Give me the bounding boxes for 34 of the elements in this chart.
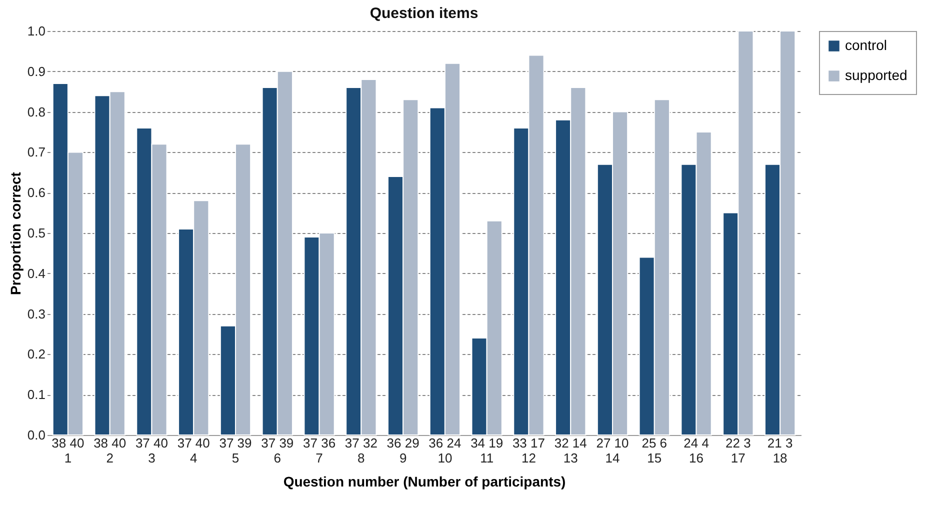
x-tick-label: 24 4 16 xyxy=(684,436,709,466)
y-tick-label: 0.7 xyxy=(27,144,46,160)
x-axis-title: Question number (Number of participants) xyxy=(283,474,566,490)
y-tick-label: 0.4 xyxy=(27,266,46,281)
legend-label: control xyxy=(845,37,888,53)
y-tick-label: 0.1 xyxy=(27,387,46,402)
legend-label: supported xyxy=(845,67,908,83)
x-tick-label: 32 14 13 xyxy=(554,436,587,466)
x-tick-label: 38 40 1 xyxy=(52,436,84,466)
y-tick-label: 0.5 xyxy=(27,226,46,240)
x-tick-label: 37 40 3 xyxy=(135,436,168,466)
x-tick-label: 37 39 6 xyxy=(261,436,294,466)
chart-title: Question items xyxy=(370,5,478,22)
x-tick-label: 21 3 18 xyxy=(767,436,793,466)
x-tick-label: 27 10 14 xyxy=(596,436,629,466)
x-tick-label: 37 36 7 xyxy=(303,436,336,466)
x-tick-label: 25 6 15 xyxy=(642,436,668,466)
y-tick-label: 1.0 xyxy=(27,24,46,38)
x-tick-label: 37 32 8 xyxy=(344,436,378,466)
x-tick-label: 37 39 5 xyxy=(219,436,252,466)
x-tick-label: 22 3 17 xyxy=(726,436,751,466)
y-tick-label: 0.6 xyxy=(27,185,46,200)
y-tick-label: 0.0 xyxy=(27,428,46,442)
y-tick-label: 0.9 xyxy=(27,64,46,79)
x-tick-label: 37 40 4 xyxy=(177,436,210,466)
x-tick-label: 36 29 9 xyxy=(386,436,420,466)
y-tick-label: 0.8 xyxy=(27,104,46,120)
x-tick-label: 34 19 11 xyxy=(470,436,504,466)
y-axis-title: Proportion correct xyxy=(7,172,24,295)
x-tick-label: 38 40 2 xyxy=(94,436,126,466)
y-tick-label: 0.2 xyxy=(27,346,46,362)
y-tick-label: 0.3 xyxy=(27,306,46,322)
x-tick-label: 33 17 12 xyxy=(512,436,545,466)
x-tick-label: 36 24 10 xyxy=(428,436,462,466)
